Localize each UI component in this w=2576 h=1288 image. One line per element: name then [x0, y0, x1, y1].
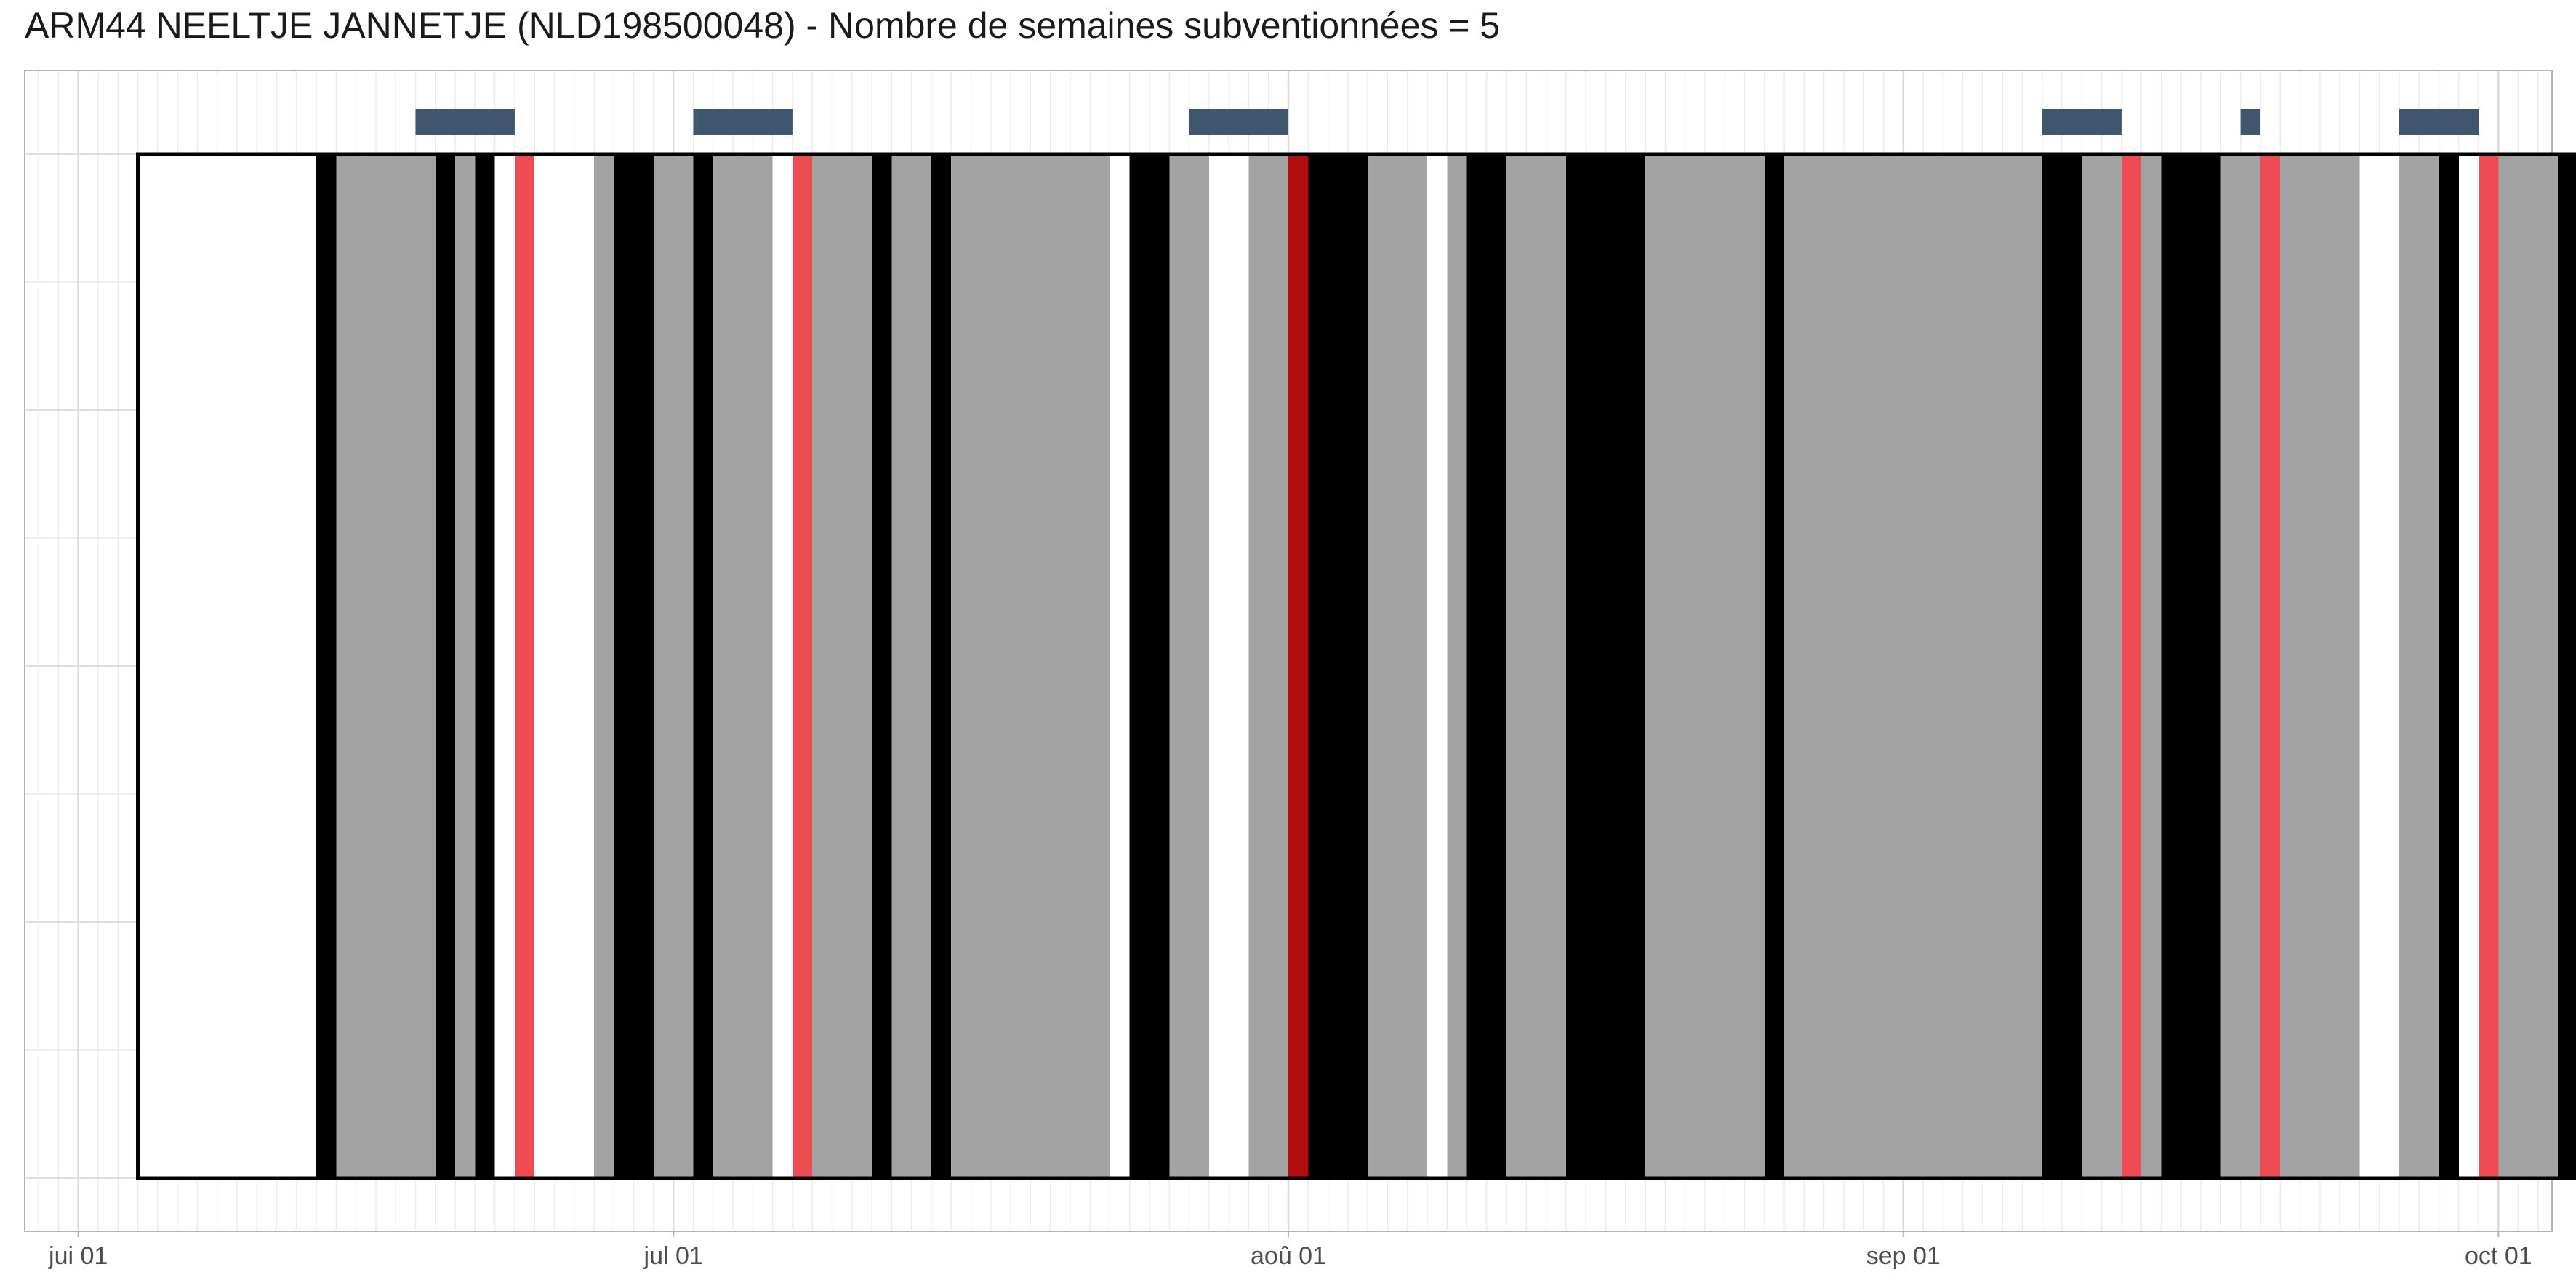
x-tick-label: jui 01	[48, 1242, 108, 1270]
segment-gray	[812, 154, 872, 1178]
top-markers	[415, 109, 2479, 135]
timeline-frame	[136, 152, 2576, 1180]
segment-gray	[594, 154, 614, 1178]
segment-red	[2260, 154, 2281, 1178]
segment-black	[931, 154, 952, 1178]
segment-darkred	[1288, 154, 1309, 1178]
segment-gray	[1506, 154, 1566, 1178]
subsidized-week-marker	[2399, 109, 2479, 135]
segment-white	[1110, 154, 1130, 1178]
segment-black	[1565, 154, 1646, 1178]
segment-red	[792, 154, 813, 1178]
subsidized-week-marker	[1189, 109, 1288, 135]
segment-gray	[1368, 154, 1427, 1178]
segment-white	[2458, 154, 2479, 1178]
segment-black	[1308, 154, 1368, 1178]
segment-black	[2042, 154, 2082, 1178]
segment-gray	[2280, 154, 2360, 1178]
segment-black	[316, 154, 337, 1178]
segment-gray	[713, 154, 773, 1178]
segment-gray	[2399, 154, 2439, 1178]
segment-gray	[1784, 154, 2042, 1178]
subsidized-week-marker	[2042, 109, 2122, 135]
segment-black	[435, 154, 456, 1178]
segment-black	[1129, 154, 1170, 1178]
segment-gray	[455, 154, 476, 1178]
x-tick-label: aoû 01	[1251, 1242, 1326, 1270]
segment-white	[494, 154, 515, 1178]
timeline-segments	[137, 154, 2576, 1178]
segment-gray	[2498, 154, 2559, 1178]
segment-gray	[2141, 154, 2162, 1178]
x-axis: jui 01 jul 01 aoû 01 sep 01 oct 01	[48, 1231, 2532, 1270]
segment-gray	[336, 154, 436, 1178]
chart-title: ARM44 NEELTJE JANNETJE (NLD198500048) - …	[25, 5, 1501, 46]
segment-gray	[1248, 154, 1288, 1178]
segment-white	[1427, 154, 1448, 1178]
segment-black	[2558, 154, 2576, 1178]
segment-red	[2121, 154, 2142, 1178]
x-tick-label: oct 01	[2465, 1242, 2532, 1270]
segment-gray	[1645, 154, 1765, 1178]
segment-black	[872, 154, 892, 1178]
segment-gray	[1169, 154, 1209, 1178]
segment-black	[475, 154, 495, 1178]
segment-red	[2479, 154, 2499, 1178]
subsidized-week-marker	[2240, 109, 2260, 135]
segment-black	[2439, 154, 2459, 1178]
subsidized-week-marker	[693, 109, 793, 135]
segment-white	[534, 154, 595, 1178]
subsidized-week-marker	[415, 109, 515, 135]
segment-black	[614, 154, 654, 1178]
segment-white	[772, 154, 793, 1178]
segment-white	[137, 154, 317, 1178]
segment-gray	[891, 154, 931, 1178]
x-tick-label: jul 01	[643, 1242, 703, 1270]
x-tick-label: sep 01	[1866, 1242, 1941, 1270]
segment-red	[514, 154, 535, 1178]
segment-white	[1208, 154, 1249, 1178]
segment-black	[1764, 154, 1785, 1178]
segment-white	[2359, 154, 2399, 1178]
segment-gray	[2082, 154, 2122, 1178]
frame-outline	[136, 152, 2576, 1180]
segment-black	[1466, 154, 1507, 1178]
segment-black	[2161, 154, 2221, 1178]
segment-gray	[2220, 154, 2260, 1178]
segment-black	[693, 154, 713, 1178]
segment-gray	[951, 154, 1110, 1178]
segment-gray	[653, 154, 694, 1178]
segment-gray	[1447, 154, 1467, 1178]
